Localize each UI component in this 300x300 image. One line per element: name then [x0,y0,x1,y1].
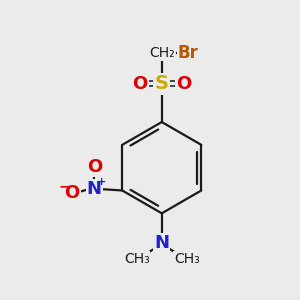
Text: +: + [97,177,106,187]
Text: CH₃: CH₃ [174,252,200,266]
Text: O: O [132,75,147,93]
Text: N: N [87,180,102,198]
Text: N: N [154,234,169,252]
Text: Br: Br [178,44,199,62]
Text: O: O [64,184,80,202]
Text: O: O [176,75,191,93]
Text: −: − [59,179,70,193]
Text: CH₂: CH₂ [149,46,175,60]
Text: S: S [155,74,169,93]
Text: O: O [87,158,102,176]
Text: CH₃: CH₃ [124,252,150,266]
